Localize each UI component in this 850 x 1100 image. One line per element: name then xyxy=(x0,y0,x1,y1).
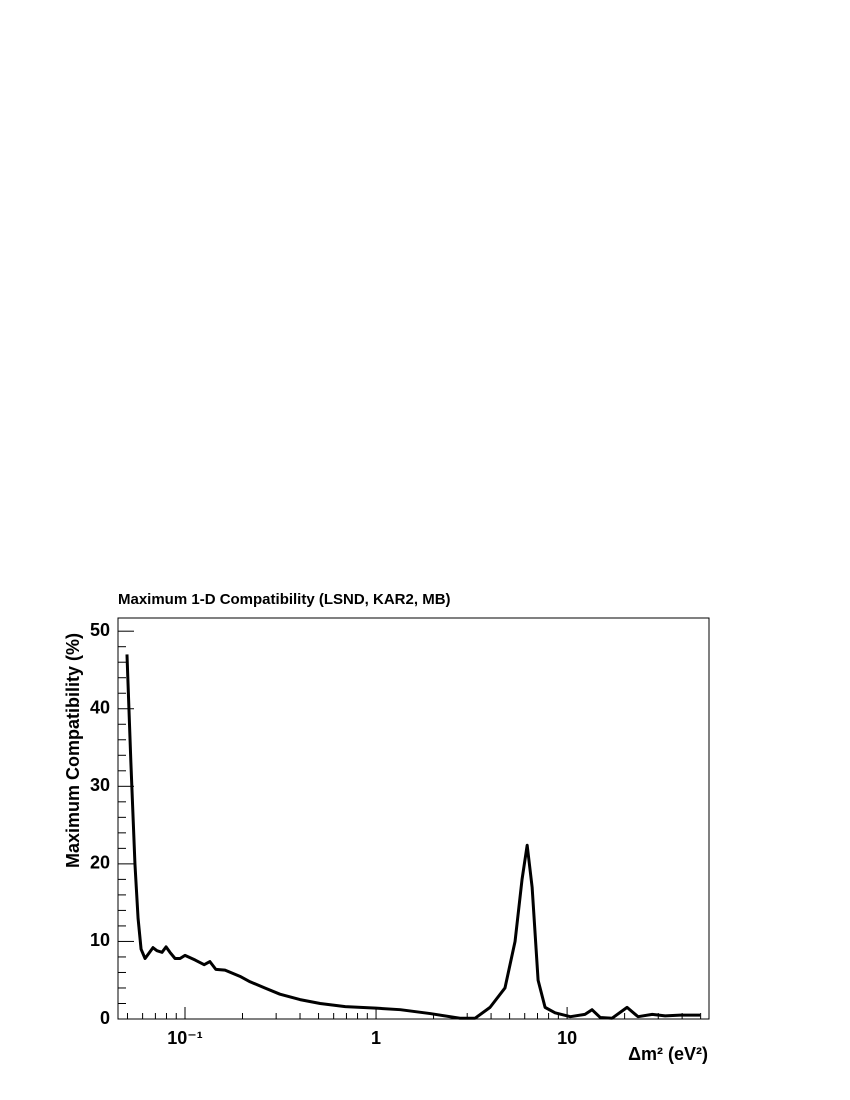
y-tick-label: 30 xyxy=(90,775,110,795)
x-tick-label: 1 xyxy=(371,1028,381,1048)
plot-frame xyxy=(117,617,710,1020)
y-axis-title: Maximum Compatibility (%) xyxy=(63,633,83,868)
data-line xyxy=(125,654,701,1020)
x-tick-label: 10 xyxy=(557,1028,577,1048)
y-tick-label: 40 xyxy=(90,697,110,717)
chart-title: Maximum 1-D Compatibility (LSND, KAR2, M… xyxy=(118,591,451,608)
y-tick-label: 0 xyxy=(100,1008,110,1028)
y-tick-label: 10 xyxy=(90,930,110,950)
y-tick-label: 20 xyxy=(90,853,110,873)
y-tick-label: 50 xyxy=(90,620,110,640)
x-axis-title: Δm² (eV²) xyxy=(628,1044,708,1064)
x-tick-label: 10⁻¹ xyxy=(167,1028,203,1048)
